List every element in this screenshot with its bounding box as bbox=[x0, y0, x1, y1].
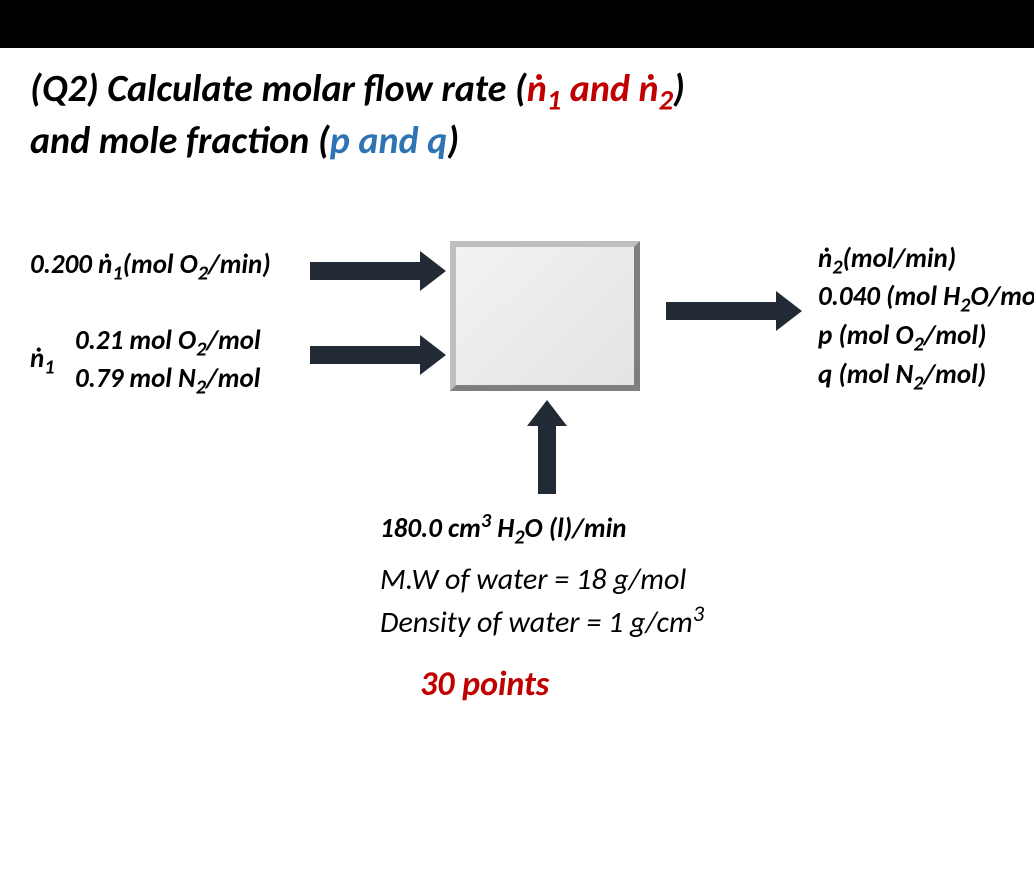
out-h2o-unit: O/mol) bbox=[970, 280, 1034, 313]
out-p-label: p (mol O bbox=[818, 319, 914, 352]
title-line2-prefix: and mole fraction ( bbox=[30, 118, 330, 164]
output-stream-label: ṅ2(mol/min) 0.040 (mol H2O/mol) p (mol O… bbox=[818, 242, 1034, 397]
arrow-stream1 bbox=[310, 262, 420, 280]
title-and: and bbox=[561, 66, 638, 112]
out-h2o-sub: 2 bbox=[960, 294, 970, 318]
title-pq: p and q bbox=[330, 118, 447, 164]
process-diagram: 0.200 ṅ1(mol O2/min) ṅ1 0.21 mol O2/mol … bbox=[30, 216, 1004, 836]
s1-sub: 1 bbox=[112, 261, 122, 285]
water-flow-a: 180.0 cm bbox=[380, 512, 481, 545]
top-bar bbox=[0, 0, 1034, 48]
title-suffix1: ) bbox=[673, 66, 685, 112]
water-flow-b: H bbox=[491, 512, 514, 545]
title-suffix2: ) bbox=[447, 118, 459, 164]
s2-o2-coef: 0.21 mol O bbox=[75, 324, 196, 357]
out-q-label: q (mol N bbox=[818, 358, 913, 391]
s2-o2-sub: 2 bbox=[196, 337, 206, 361]
out-q-unit: /mol) bbox=[923, 358, 986, 391]
title-prefix: (Q2) Calculate molar flow rate ( bbox=[30, 66, 527, 112]
arrow-out bbox=[666, 302, 776, 320]
water-flow-label: 180.0 cm3 H2O (l)/min bbox=[380, 508, 626, 551]
density-sup: 3 bbox=[693, 601, 704, 628]
points-label: 30 points bbox=[420, 664, 549, 705]
process-box bbox=[450, 241, 640, 391]
title-n1: ṅ1 and ṅ2 bbox=[527, 66, 673, 112]
s2-o2-unit: /mol bbox=[206, 324, 260, 357]
out-ndot-sub: 2 bbox=[832, 255, 842, 279]
water-properties: M.W of water = 18 g/mol Density of water… bbox=[380, 560, 704, 644]
n2-symbol: ṅ bbox=[639, 66, 659, 112]
water-flow-c: O (l)/min bbox=[525, 512, 627, 545]
stream2-composition: 0.21 mol O2/mol 0.79 mol N2/mol bbox=[75, 324, 261, 401]
out-p-sub: 2 bbox=[914, 333, 924, 357]
stream1-label: 0.200 ṅ1(mol O2/min) bbox=[30, 248, 271, 287]
arrow-stream2 bbox=[310, 346, 420, 364]
slide-content: (Q2) Calculate molar flow rate (ṅ1 and ṅ… bbox=[0, 48, 1034, 854]
s2-ndot-sub: 1 bbox=[44, 355, 54, 379]
s2-n2-sub: 2 bbox=[196, 376, 206, 400]
question-title: (Q2) Calculate molar flow rate (ṅ1 and ṅ… bbox=[30, 66, 1004, 166]
s1-unit-a: (mol O bbox=[123, 248, 198, 281]
out-ndot-unit: (mol/min) bbox=[843, 242, 957, 275]
density-text: Density of water = 1 g/cm bbox=[380, 604, 693, 641]
out-ndot: ṅ bbox=[818, 242, 832, 275]
s1-ndot: ṅ bbox=[98, 248, 112, 281]
s2-n2-unit: /mol bbox=[206, 362, 260, 395]
s2-n2-coef: 0.79 mol N bbox=[75, 362, 196, 395]
n1-symbol: ṅ bbox=[527, 66, 547, 112]
stream2-ndot-label: ṅ1 bbox=[30, 342, 55, 381]
out-h2o-coef: 0.040 (mol H bbox=[818, 280, 960, 313]
s1-unit-b: /min) bbox=[208, 248, 271, 281]
s2-ndot: ṅ bbox=[30, 342, 44, 375]
water-flow-sub: 2 bbox=[514, 525, 524, 549]
water-flow-sup: 3 bbox=[481, 509, 491, 533]
out-q-sub: 2 bbox=[913, 371, 923, 395]
out-p-unit: /mol) bbox=[924, 319, 987, 352]
s1-unit-sub: 2 bbox=[198, 261, 208, 285]
s1-coef: 0.200 bbox=[30, 248, 98, 281]
n1-sub: 1 bbox=[547, 83, 561, 118]
mw-text: M.W of water = 18 g/mol bbox=[380, 561, 686, 598]
n2-sub: 2 bbox=[659, 83, 673, 118]
arrow-water bbox=[538, 426, 556, 494]
